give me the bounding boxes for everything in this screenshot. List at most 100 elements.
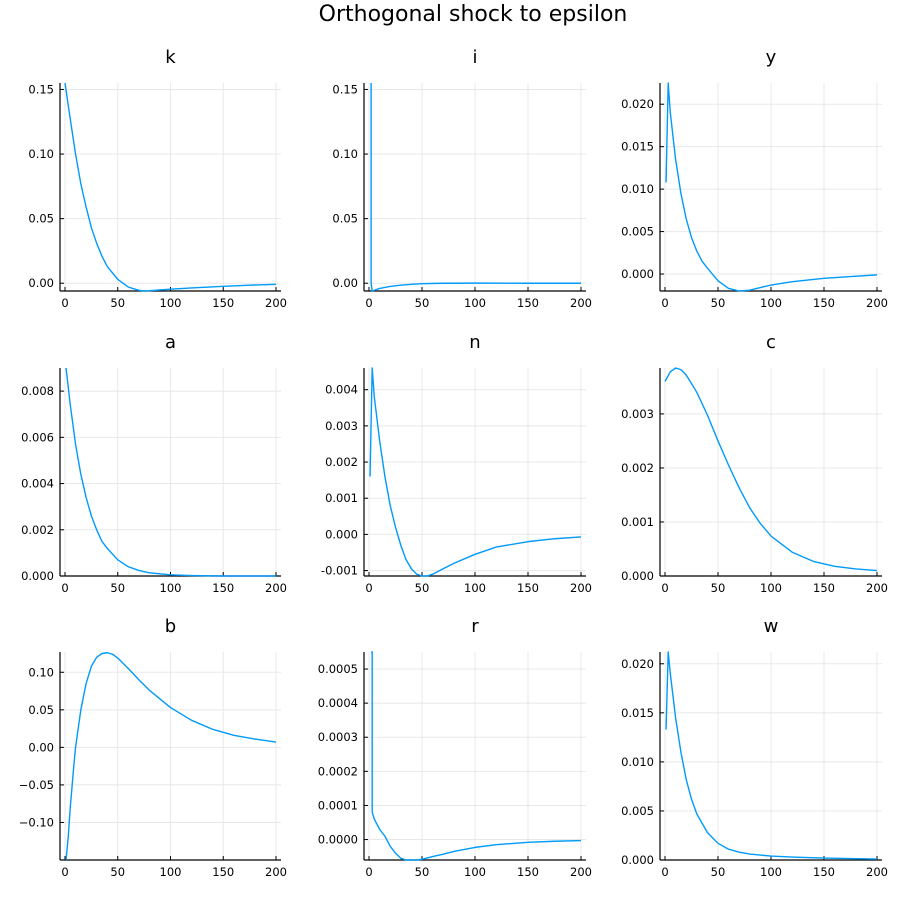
x-tick-label: 150 [813, 865, 835, 879]
y-tick-label: 0.003 [621, 407, 654, 421]
y-tick-label: 0.0005 [318, 662, 358, 676]
x-tick-label: 150 [212, 581, 234, 595]
subplot-a: a 0 50 100 150 200 0.000 0.002 0.004 0.006 0.008 [21, 332, 287, 595]
y-tick-label: 0.004 [21, 477, 54, 491]
y-tick-label: 0.002 [325, 455, 358, 469]
subplot-w: w 0 50 100 150 200 0.000 0.005 0.010 0.015 0.020 [621, 616, 888, 879]
y-tick-label: 0.010 [621, 755, 654, 769]
figure-title: Orthogonal shock to epsilon [319, 2, 628, 27]
x-tick-label: 0 [661, 581, 668, 595]
subplot-title: b [165, 616, 176, 637]
subplot-c: c 0 50 100 150 200 0.000 0.001 0.002 0.003 [621, 332, 888, 595]
x-tick-label: 0 [61, 581, 68, 595]
y-tick-label: 0.000 [621, 267, 654, 281]
subplot-i: i 0 50 100 150 200 0.00 0.05 0.10 0.15 [332, 47, 592, 310]
x-tick-label: 50 [415, 296, 430, 310]
y-tick-label: 0.00 [28, 740, 54, 754]
series-line-b [65, 652, 277, 861]
x-tick-label: 200 [265, 865, 287, 879]
y-tick-label: 0.005 [621, 225, 654, 239]
y-tick-label: 0.020 [621, 657, 654, 671]
y-tick-label: 0.05 [28, 703, 54, 717]
x-tick-label: 0 [365, 865, 372, 879]
y-tick-label: 0.10 [332, 147, 358, 161]
y-tick-label: 0.10 [28, 665, 54, 679]
x-tick-label: 100 [464, 296, 486, 310]
y-tick-label: 0.15 [332, 82, 358, 96]
x-tick-label: 50 [110, 296, 125, 310]
x-tick-label: 50 [110, 581, 125, 595]
x-tick-label: 200 [866, 581, 888, 595]
x-tick-label: 150 [813, 581, 835, 595]
x-tick-label: 0 [661, 865, 668, 879]
x-tick-label: 0 [61, 865, 68, 879]
x-tick-label: 50 [711, 865, 726, 879]
x-tick-label: 100 [464, 581, 486, 595]
y-tick-label: 0.002 [21, 523, 54, 537]
y-tick-label: 0.004 [325, 383, 358, 397]
y-tick-label: 0.000 [21, 569, 54, 583]
series-line-n [369, 367, 582, 577]
x-tick-label: 50 [415, 865, 430, 879]
x-tick-label: 50 [711, 581, 726, 595]
x-tick-label: 100 [464, 865, 486, 879]
y-tick-label: 0.000 [325, 527, 358, 541]
x-tick-label: 0 [365, 296, 372, 310]
y-tick-label: 0.15 [28, 82, 54, 96]
x-tick-label: 50 [415, 581, 430, 595]
series-line-k [64, 82, 277, 292]
series-line-c [664, 367, 878, 572]
y-tick-label: 0.000 [621, 853, 654, 867]
series-line-w [665, 651, 878, 860]
series-line-r [371, 651, 582, 861]
x-tick-label: 200 [570, 296, 592, 310]
subplot-title: c [766, 332, 776, 353]
y-tick-label: 0.001 [621, 515, 654, 529]
subplot-title: y [766, 47, 777, 68]
y-tick-label: 0.0004 [318, 696, 358, 710]
x-tick-label: 200 [570, 865, 592, 879]
x-tick-label: 200 [866, 296, 888, 310]
y-tick-label: 0.020 [621, 97, 654, 111]
x-tick-label: 100 [160, 865, 182, 879]
y-tick-label: 0.015 [621, 706, 654, 720]
y-tick-label: −0.10 [19, 815, 54, 829]
series-line-i [370, 83, 581, 292]
y-tick-label: 0.00 [28, 276, 54, 290]
x-tick-label: 150 [517, 581, 539, 595]
y-tick-label: 0.010 [621, 182, 654, 196]
y-tick-label: 0.00 [332, 276, 358, 290]
y-tick-label: 0.006 [21, 430, 54, 444]
subplot-b: b 0 50 100 150 200 −0.10 −0.05 0.00 0.05 0.10 [19, 616, 287, 879]
x-tick-label: 200 [265, 296, 287, 310]
x-tick-label: 200 [265, 581, 287, 595]
y-tick-label: 0.002 [621, 461, 654, 475]
x-tick-label: 100 [760, 865, 782, 879]
subplot-title: a [165, 332, 176, 353]
y-tick-label: 0.0003 [318, 730, 358, 744]
y-tick-label: 0.0002 [318, 764, 358, 778]
y-tick-label: −0.05 [19, 778, 54, 792]
x-tick-label: 150 [212, 865, 234, 879]
y-tick-label: -0.001 [321, 564, 358, 578]
x-tick-label: 100 [160, 581, 182, 595]
x-tick-label: 100 [760, 296, 782, 310]
subplot-k: k 0 50 100 150 200 0.00 0.05 0.10 0.15 [28, 47, 287, 310]
x-tick-label: 150 [517, 865, 539, 879]
y-tick-label: 0.008 [21, 384, 54, 398]
x-tick-label: 200 [866, 865, 888, 879]
series-line-a [65, 367, 276, 577]
x-tick-label: 100 [760, 581, 782, 595]
x-tick-label: 150 [517, 296, 539, 310]
y-tick-label: 0.05 [28, 212, 54, 226]
subplot-y: y 0 50 100 150 200 0.000 0.005 0.010 0.015 0.020 [621, 47, 888, 310]
y-tick-label: 0.10 [28, 147, 54, 161]
y-tick-label: 0.015 [621, 140, 654, 154]
x-tick-label: 50 [110, 865, 125, 879]
x-tick-label: 150 [813, 296, 835, 310]
x-tick-label: 100 [160, 296, 182, 310]
x-tick-label: 0 [365, 581, 372, 595]
y-tick-label: 0.0001 [318, 798, 358, 812]
y-tick-label: 0.05 [332, 212, 358, 226]
